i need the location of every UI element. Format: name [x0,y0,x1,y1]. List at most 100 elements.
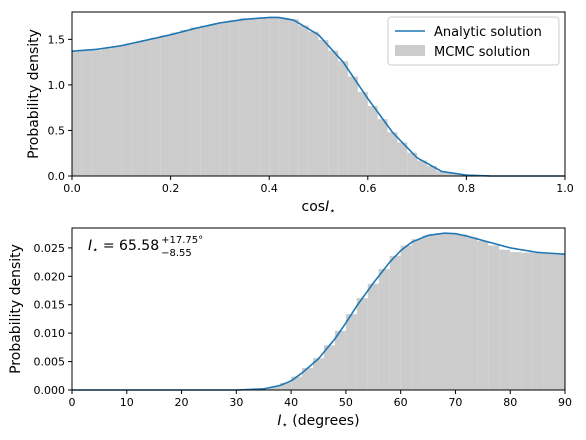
bottom-x-axis-label-var: I [277,413,281,429]
annotation-upper-error: +17.75° [161,235,203,246]
histogram-bar [378,268,390,390]
histogram-bar [444,233,456,390]
histogram-bar [426,165,437,176]
histogram-bar [318,40,329,177]
top-panel: 0.0 0.2 0.4 0.6 0.8 1.0 0.0 0.5 1.0 1.5 cosI⋆ Pr… [26,11,574,217]
histogram-bar [510,252,522,390]
histogram-bar [338,61,349,177]
annotation-value: = 65.58 [98,238,159,254]
x-tick-label: 0.0 [63,182,81,195]
histogram-bar [131,42,142,177]
bottom-y-axis-label: Probability density [8,244,24,374]
bottom-mcmc-histogram [236,233,565,390]
y-tick-label: 0.000 [34,384,66,397]
x-tick-label: 10 [120,396,134,409]
x-tick-label: 90 [558,396,572,409]
histogram-bar [121,44,132,177]
histogram-bar [499,249,511,390]
histogram-bar [72,51,82,176]
histogram-bar [357,91,368,176]
histogram-bar [334,330,346,390]
histogram-bar [407,152,418,176]
top-x-axis-label-sub: ⋆ [329,206,335,217]
bottom-x-axis-label-sub: ⋆ [282,420,288,431]
y-tick-label: 1.0 [48,79,66,92]
inclination-annotation: I⋆ = 65.58 [88,238,159,256]
histogram-bar [170,32,181,177]
bottom-y-ticks: 0.000 0.005 0.010 0.015 0.020 0.025 [34,242,72,397]
bottom-x-ticks: 0 10 20 30 40 50 60 70 80 90 [69,390,572,409]
histogram-bar [298,25,309,177]
x-tick-label: 40 [284,396,298,409]
y-tick-label: 0.005 [34,356,66,369]
x-tick-label: 80 [503,396,517,409]
histogram-bar [150,37,161,176]
x-tick-label: 0.2 [162,182,180,195]
legend-box [387,16,560,66]
y-tick-label: 1.5 [48,33,66,46]
annotation-lower-error: −8.55 [161,248,192,259]
histogram-bar [422,235,434,390]
histogram-bar [456,174,467,176]
bottom-panel: 0 10 20 30 40 50 60 70 80 90 0.000 0.005 0.010 0.015… [8,227,572,431]
top-x-axis-label-main: cos [302,199,326,215]
histogram-bar [180,30,191,176]
histogram-bar [417,160,427,176]
histogram-bar [477,241,489,390]
histogram-bar [200,25,211,177]
annotation-var: I [88,238,92,254]
histogram-bar [348,76,358,176]
histogram-bar [249,18,260,177]
histogram-bar [389,255,401,390]
legend-mcmc-label: MCMC solution [434,45,530,60]
x-tick-label: 0.8 [458,182,476,195]
histogram-bar [81,50,92,176]
x-tick-label: 0.6 [359,182,377,195]
histogram-bar [111,46,122,177]
histogram-bar [411,239,423,390]
annotation-sub: ⋆ [92,245,98,256]
histogram-bar [328,50,339,176]
legend-analytic-label: Analytic solution [434,25,542,40]
top-x-ticks: 0.0 0.2 0.4 0.6 0.8 1.0 [63,176,574,195]
x-tick-label: 0.4 [260,182,278,195]
y-tick-label: 0.025 [34,242,66,255]
top-y-axis-label: Probability density [26,29,42,159]
histogram-bar [160,35,171,176]
histogram-bar [488,245,500,390]
histogram-bar [302,368,314,390]
x-tick-label: 20 [175,396,189,409]
y-tick-label: 0.010 [34,327,66,340]
histogram-bar [356,298,368,390]
histogram-bar [313,358,324,390]
histogram-bar [323,345,335,390]
histogram-bar [269,386,281,390]
histogram-bar [387,132,398,176]
y-tick-label: 0.5 [48,124,66,137]
histogram-bar [141,40,151,176]
top-x-axis-label: cosI⋆ [302,199,336,217]
x-tick-label: 50 [339,396,353,409]
legend-mcmc-swatch [395,45,425,56]
histogram-bar [239,18,250,176]
histogram-bar [532,253,544,390]
y-tick-label: 0.020 [34,270,66,283]
histogram-bar [455,234,467,390]
top-y-ticks: 0.0 0.5 1.0 1.5 [48,33,72,183]
y-tick-label: 0.015 [34,299,66,312]
histogram-bar [397,142,408,176]
bottom-x-axis-label: I⋆ (degrees) [277,413,359,431]
histogram-bar [554,253,565,390]
histogram-bar [345,314,357,390]
x-tick-label: 70 [448,396,462,409]
top-axes-frame [71,11,566,177]
histogram-bar [259,17,270,177]
histogram-bar [229,20,240,177]
y-tick-label: 0.0 [48,170,66,183]
x-tick-label: 0 [69,396,76,409]
legend: Analytic solution MCMC solution [387,16,560,66]
histogram-bar [446,172,457,176]
bottom-axes-frame [71,227,566,391]
histogram-bar [210,23,220,177]
histogram-bar [400,245,412,390]
